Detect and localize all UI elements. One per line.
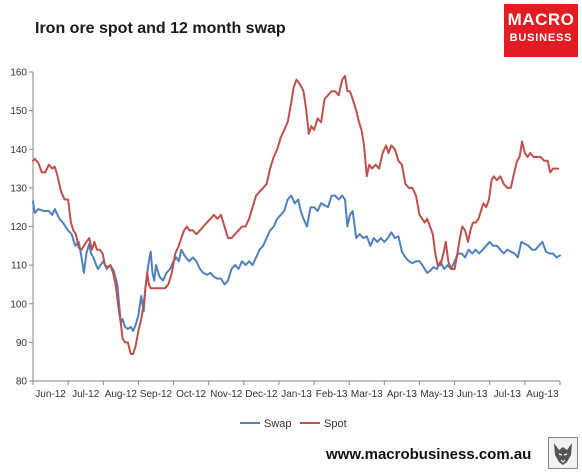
y-tick-label: 100 [10, 299, 27, 310]
y-tick-label: 160 [10, 68, 27, 79]
y-tick-label: 140 [10, 145, 27, 156]
x-tick-label: May-13 [420, 389, 454, 400]
logo-line-1: MACRO [507, 10, 575, 29]
x-tick-label: Dec-12 [245, 389, 278, 400]
y-tick-label: 120 [10, 222, 27, 233]
y-tick-label: 80 [16, 377, 28, 388]
x-tick-label: Sep-12 [140, 389, 173, 400]
series-line-swap [32, 194, 561, 332]
x-tick-label: Jun-13 [457, 389, 488, 400]
x-tick-label: Aug-12 [105, 389, 138, 400]
x-tick-label: Apr-13 [387, 389, 417, 400]
chart-legend: Swap Spot [240, 418, 347, 430]
chart-axes: 80 90 100 110 120 130 140 150 160 Jun-12 Jul-12 Aug… [10, 68, 561, 400]
series-line-spot [32, 74, 560, 355]
y-tick-label: 90 [16, 338, 28, 349]
y-tick-label: 110 [11, 261, 27, 272]
x-tick-label: Jan-13 [281, 389, 312, 400]
chart-series [32, 74, 561, 355]
chart-title: Iron ore spot and 12 month swap [35, 20, 286, 37]
x-tick-label: Jul-12 [72, 389, 100, 400]
x-tick-label: Jul-13 [494, 389, 522, 400]
macrobusiness-logo: MACRO BUSINESS [504, 4, 578, 57]
wolf-icon [548, 437, 578, 469]
y-tick-label: 150 [10, 106, 27, 117]
line-chart: 80 90 100 110 120 130 140 150 160 Jun-12 Jul-12 Aug… [10, 68, 561, 430]
logo-line-2: BUSINESS [509, 32, 573, 44]
website-url: www.macrobusiness.com.au [326, 446, 532, 463]
x-tick-label: Mar-13 [351, 389, 383, 400]
legend-label-spot: Spot [324, 418, 347, 430]
x-tick-label: Oct-12 [176, 389, 206, 400]
y-tick-label: 130 [10, 183, 27, 194]
x-tick-label: Nov-12 [210, 389, 243, 400]
x-tick-label: Aug-13 [526, 389, 559, 400]
legend-label-swap: Swap [264, 418, 292, 430]
x-tick-label: Feb-13 [316, 389, 348, 400]
x-tick-label: Jun-12 [35, 389, 66, 400]
